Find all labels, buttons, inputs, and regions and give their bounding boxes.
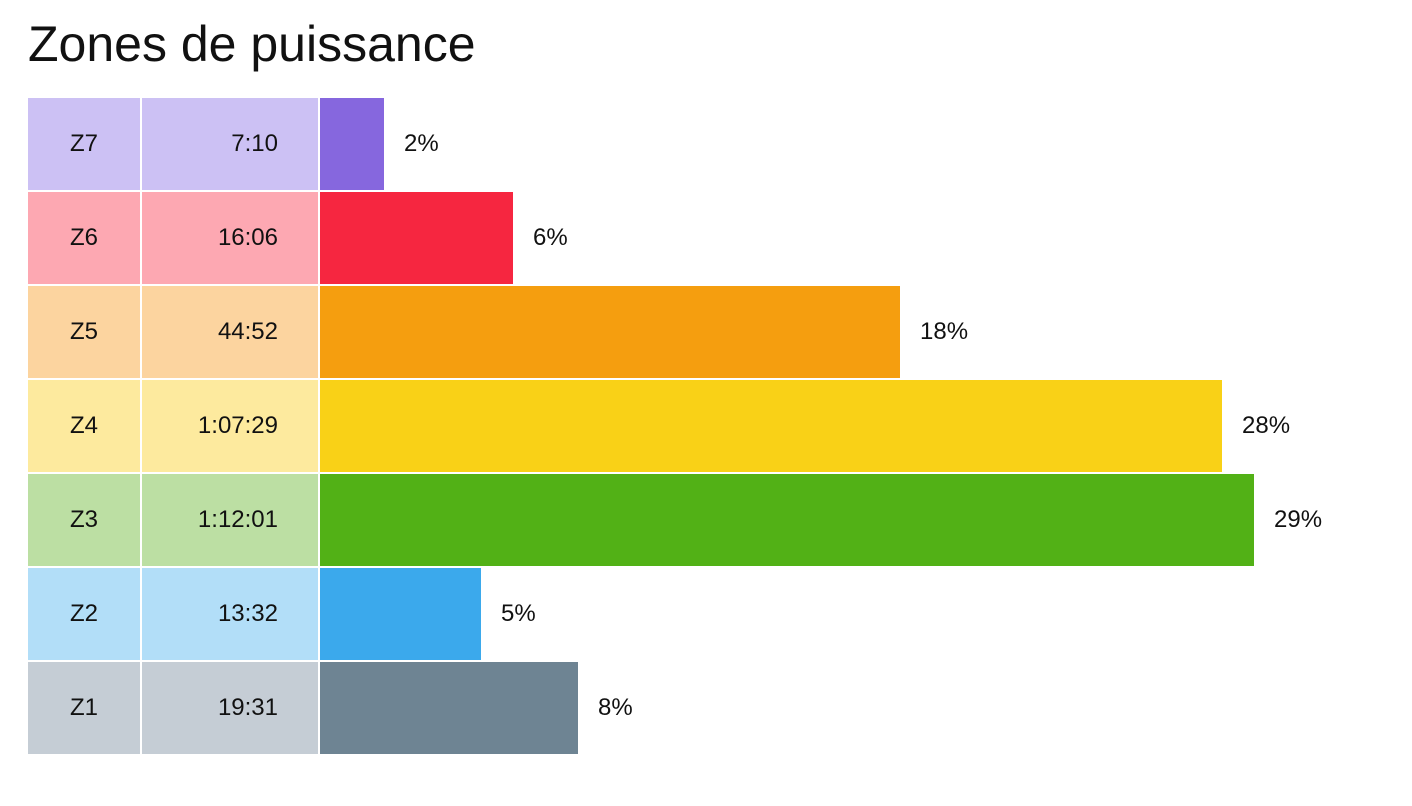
zone-bar bbox=[320, 568, 481, 660]
zone-label: Z5 bbox=[28, 286, 140, 378]
zone-bar bbox=[320, 662, 578, 754]
zone-percent-label: 28% bbox=[1242, 412, 1291, 439]
zone-row-z5: Z5 44:52 18% bbox=[28, 286, 1388, 378]
zone-duration: 19:31 bbox=[142, 662, 318, 754]
zone-label: Z4 bbox=[28, 380, 140, 472]
zone-row-z7: Z7 7:10 2% bbox=[28, 98, 1388, 190]
zone-percent-label: 5% bbox=[501, 600, 536, 627]
zone-label: Z7 bbox=[28, 98, 140, 190]
zone-percent-label: 2% bbox=[404, 130, 439, 157]
zone-duration: 16:06 bbox=[142, 192, 318, 284]
zone-row-z6: Z6 16:06 6% bbox=[28, 192, 1388, 284]
zone-bar bbox=[320, 286, 900, 378]
zone-label: Z1 bbox=[28, 662, 140, 754]
zone-percent-label: 6% bbox=[533, 224, 568, 251]
zone-percent-label: 8% bbox=[598, 694, 633, 721]
zone-label: Z2 bbox=[28, 568, 140, 660]
zone-bar bbox=[320, 474, 1254, 566]
chart-title: Zones de puissance bbox=[28, 16, 476, 72]
zone-bar bbox=[320, 380, 1222, 472]
zone-duration: 13:32 bbox=[142, 568, 318, 660]
zone-duration: 7:10 bbox=[142, 98, 318, 190]
zone-label: Z6 bbox=[28, 192, 140, 284]
zone-bar bbox=[320, 98, 384, 190]
zone-row-z2: Z2 13:32 5% bbox=[28, 568, 1388, 660]
zone-duration: 44:52 bbox=[142, 286, 318, 378]
zone-row-z4: Z4 1:07:29 28% bbox=[28, 380, 1388, 472]
zone-bar bbox=[320, 192, 513, 284]
power-zones-chart: Z7 7:10 2% Z6 16:06 6% Z5 44:52 18% Z4 1:07:29 28% Z… bbox=[28, 98, 1388, 756]
zone-duration: 1:12:01 bbox=[142, 474, 318, 566]
zone-duration: 1:07:29 bbox=[142, 380, 318, 472]
zone-percent-label: 18% bbox=[920, 318, 969, 345]
zone-row-z3: Z3 1:12:01 29% bbox=[28, 474, 1388, 566]
zone-label: Z3 bbox=[28, 474, 140, 566]
zone-row-z1: Z1 19:31 8% bbox=[28, 662, 1388, 754]
zone-percent-label: 29% bbox=[1274, 506, 1323, 533]
